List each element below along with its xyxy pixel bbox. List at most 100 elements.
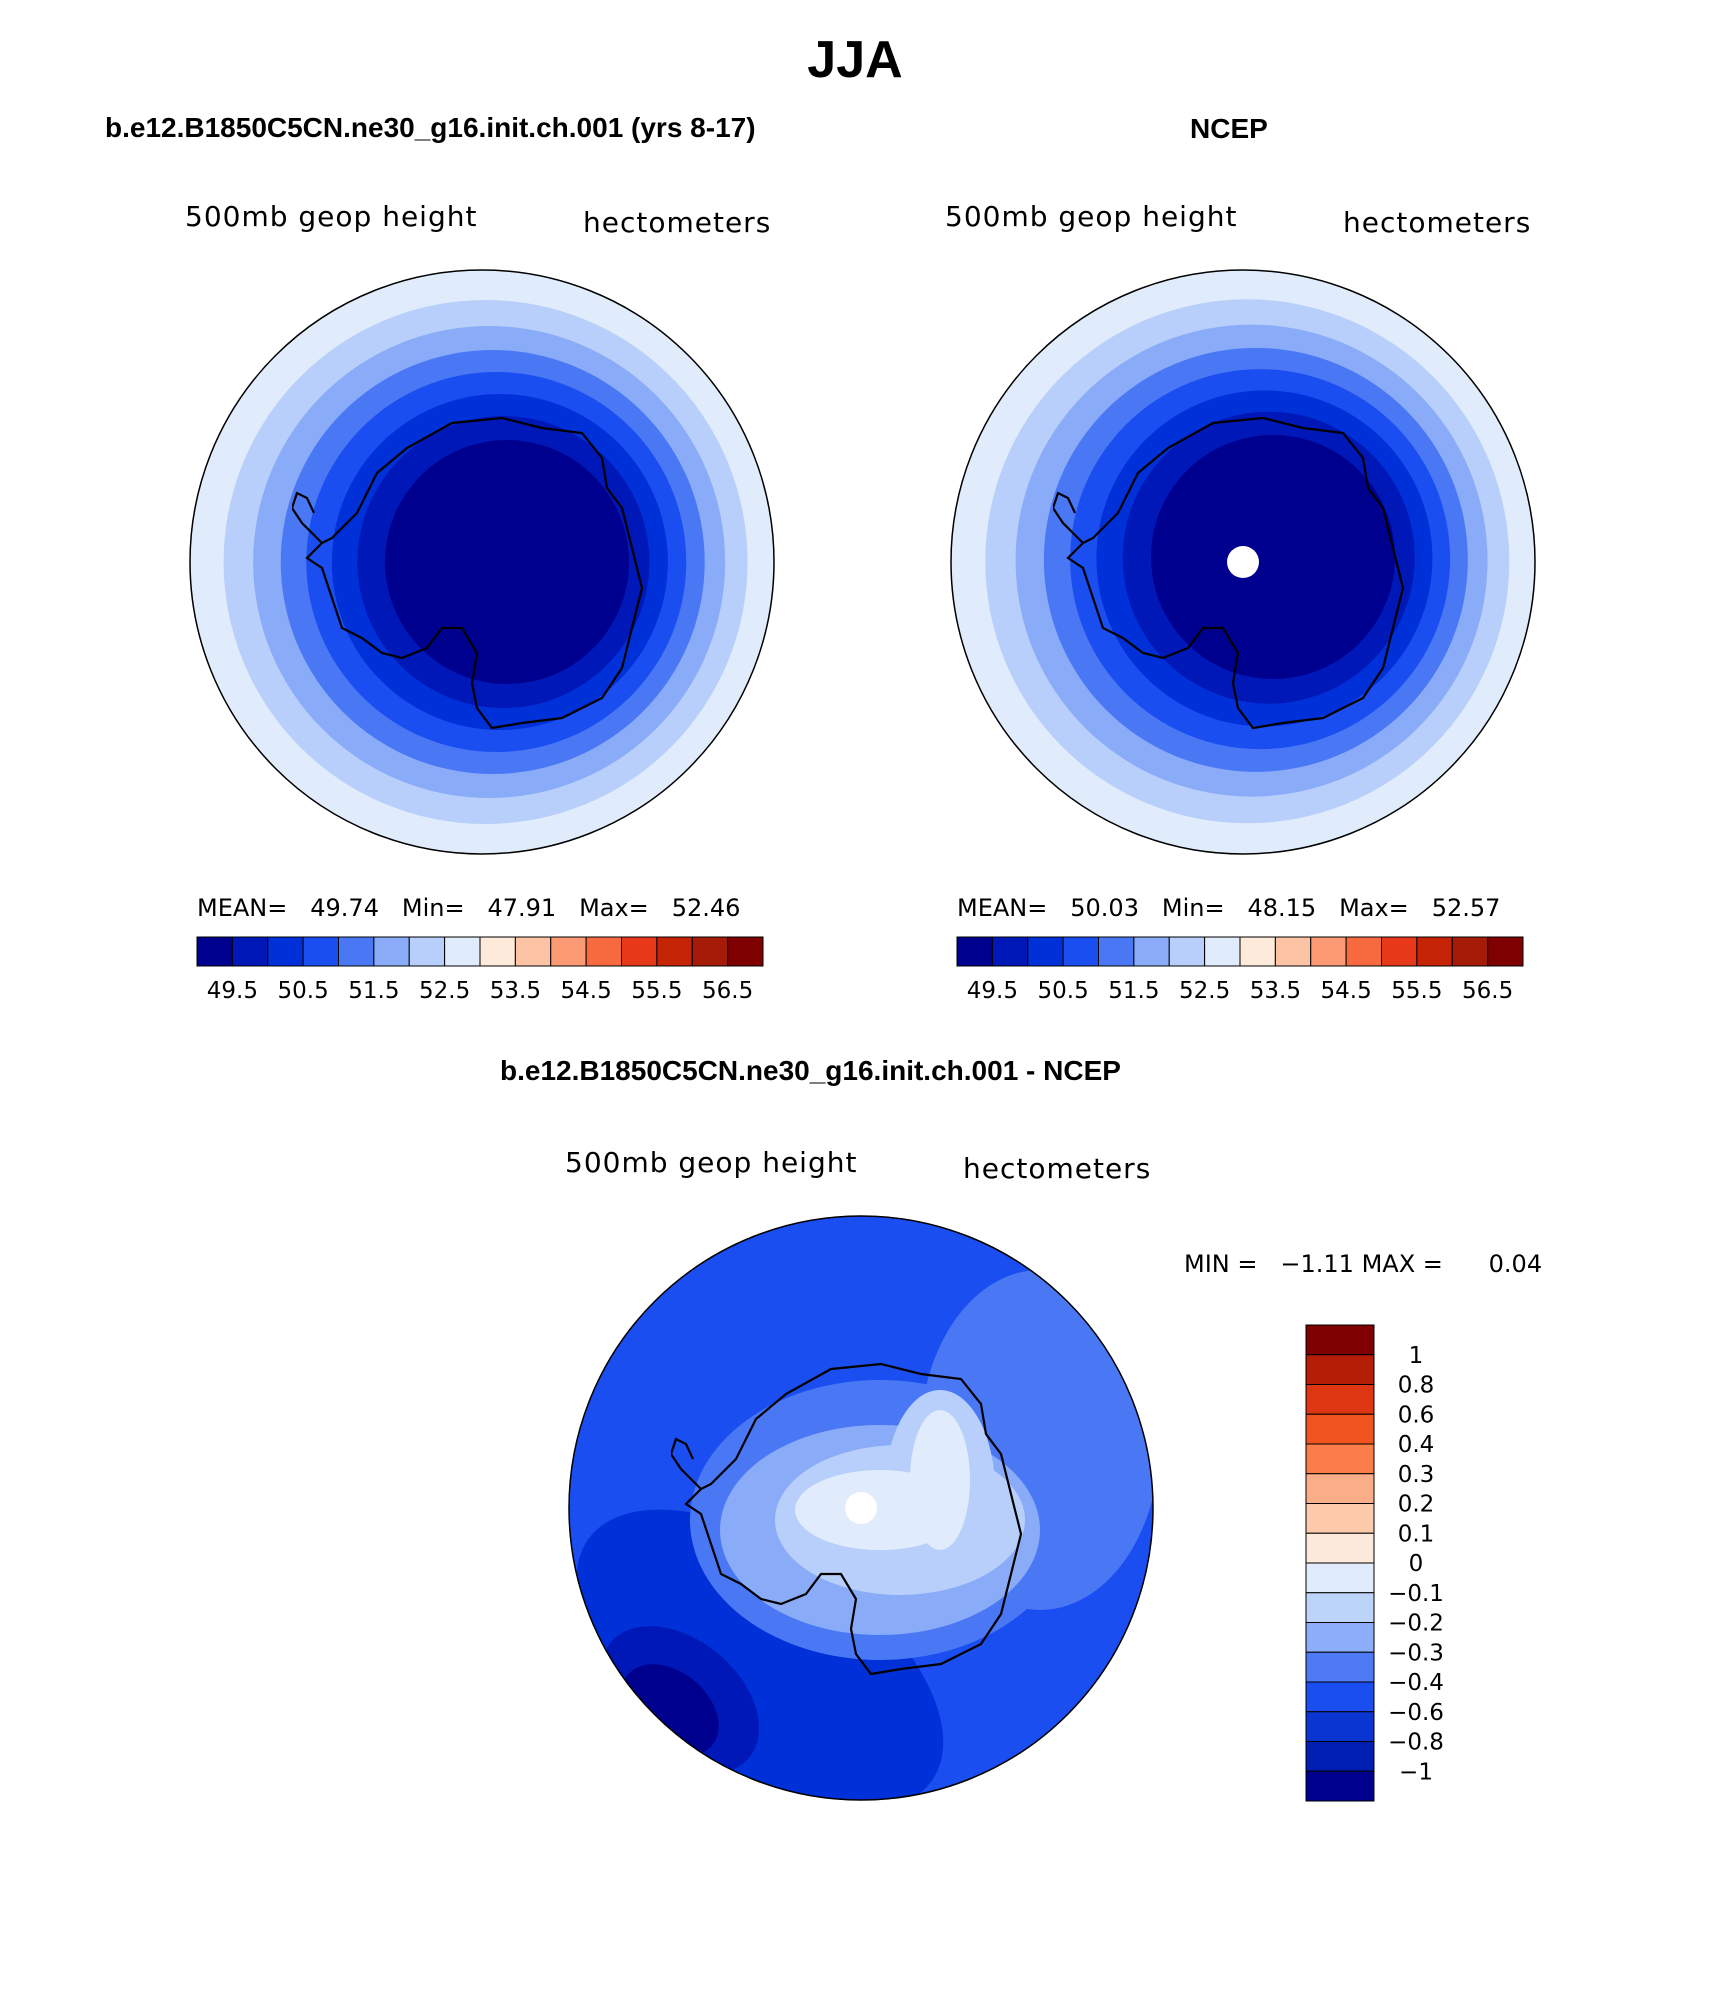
- colorbar-swatch: [1168, 936, 1206, 967]
- colorbar-swatch: [621, 936, 658, 967]
- colorbar-tick-label: 51.5: [1108, 978, 1159, 1004]
- panel-2-stats: MEAN= 50.03 Min= 48.15 Max= 52.57: [957, 894, 1500, 922]
- colorbar-swatch: [1345, 936, 1382, 967]
- colorbar-tick-label: −0.1: [1388, 1581, 1444, 1607]
- model-map: [190, 270, 774, 854]
- panel-3-title: b.e12.B1850C5CN.ne30_g16.init.ch.001 - N…: [500, 1055, 1121, 1086]
- max-label: MAX =: [1361, 1250, 1443, 1278]
- colorbar-tick-label: 56.5: [1462, 978, 1513, 1004]
- panel-3-stats: MIN = −1.11 MAX = 0.04: [1184, 1250, 1542, 1278]
- colorbar-tick-label: −1: [1399, 1759, 1433, 1785]
- colorbar-swatch: [656, 936, 693, 967]
- colorbar-tick-label: 52.5: [1179, 978, 1230, 1004]
- max-value: 0.04: [1488, 1250, 1543, 1278]
- difference-map: [569, 1216, 1153, 1800]
- colorbar-swatch: [1305, 1532, 1375, 1564]
- colorbar-tick-label: 52.5: [419, 978, 470, 1004]
- colorbar-swatch: [196, 936, 233, 967]
- colorbar-swatch: [1305, 1503, 1375, 1534]
- colorbar-swatch: [1310, 936, 1347, 967]
- colorbar-swatch: [267, 936, 304, 967]
- panel-1-field-label: 500mb geop height: [185, 200, 478, 233]
- colorbar-swatch: [338, 936, 375, 967]
- colorbar-swatch: [373, 936, 410, 967]
- colorbar-tick-label: −0.4: [1388, 1670, 1444, 1696]
- contour-band: [910, 1410, 970, 1550]
- colorbar-swatch: [1098, 936, 1135, 967]
- colorbar-tick-label: 0: [1409, 1551, 1424, 1577]
- ncep-colorbar: 49.5 50.5 51.5 52.5 53.5 54.5 55.5 56.5: [956, 936, 1524, 1004]
- model-colorbar: 49.5 50.5 51.5 52.5 53.5 54.5 55.5 56.5: [196, 936, 764, 1004]
- colorbar-tick-label: 54.5: [1321, 978, 1372, 1004]
- difference-pole-missing: [845, 1492, 877, 1524]
- min-value: −1.11: [1280, 1250, 1354, 1278]
- panel-2-units-label: hectometers: [1343, 206, 1532, 239]
- colorbar-tick-label: 50.5: [1038, 978, 1089, 1004]
- colorbar-swatch: [514, 936, 552, 967]
- colorbar-tick-label: −0.8: [1388, 1730, 1444, 1756]
- colorbar-swatch: [1305, 1473, 1375, 1504]
- colorbar-swatch: [302, 936, 339, 967]
- colorbar-tick-label: 54.5: [561, 978, 612, 1004]
- max-label: Max=: [579, 894, 649, 922]
- difference-colorbar: 1 0.8 0.6 0.4 0.3 0.2 0.1 0 −0.1 −0.2 −0.3 −0.4 −0.6…: [1305, 1324, 1444, 1802]
- contour-band: [385, 440, 629, 684]
- colorbar-swatch: [408, 936, 446, 967]
- colorbar-swatch: [444, 936, 481, 967]
- colorbar-tick-label: 0.6: [1398, 1402, 1435, 1428]
- contour-band: [576, 1509, 944, 1800]
- colorbar-tick-label: −0.3: [1388, 1640, 1444, 1666]
- colorbar-tick-label: −0.2: [1388, 1611, 1444, 1637]
- colorbar-swatch: [1416, 936, 1453, 967]
- panel-2-field-label: 500mb geop height: [945, 200, 1238, 233]
- colorbar-swatch: [1062, 936, 1099, 967]
- colorbar-swatch: [1305, 1413, 1375, 1445]
- colorbar-tick-label: 51.5: [348, 978, 399, 1004]
- mean-label: MEAN=: [957, 894, 1048, 922]
- colorbar-tick-label: 49.5: [967, 978, 1018, 1004]
- colorbar-swatch: [231, 936, 269, 967]
- colorbar-swatch: [1305, 1354, 1375, 1385]
- min-value: 48.15: [1247, 894, 1317, 922]
- colorbar-swatch: [550, 936, 587, 967]
- colorbar-tick-label: 55.5: [631, 978, 682, 1004]
- panel-3-units-label: hectometers: [963, 1152, 1152, 1185]
- mean-value: 50.03: [1070, 894, 1139, 922]
- colorbar-tick-label: 1: [1409, 1343, 1424, 1369]
- min-label: Min=: [401, 894, 465, 922]
- difference-map-border: [568, 1215, 1154, 1801]
- max-value: 52.46: [671, 894, 741, 922]
- colorbar-tick-label: 0.2: [1398, 1492, 1435, 1518]
- colorbar-swatch: [1274, 936, 1312, 967]
- colorbar-tick-label: 49.5: [207, 978, 258, 1004]
- panel-1-title: b.e12.B1850C5CN.ne30_g16.init.ch.001 (yr…: [105, 112, 756, 143]
- panel-1-units-label: hectometers: [583, 206, 772, 239]
- panel-1-stats: MEAN= 49.74 Min= 47.91 Max= 52.46: [197, 894, 740, 922]
- max-label: Max=: [1339, 894, 1409, 922]
- panel-2-title: NCEP: [1190, 113, 1268, 144]
- colorbar-swatch: [585, 936, 622, 967]
- colorbar-swatch: [1239, 936, 1276, 967]
- colorbar-swatch: [691, 936, 729, 967]
- colorbar-tick-label: −0.6: [1388, 1700, 1444, 1726]
- ncep-pole-missing: [1227, 546, 1259, 578]
- colorbar-swatch: [1305, 1770, 1375, 1802]
- colorbar-tick-label: 0.8: [1398, 1373, 1435, 1399]
- colorbar-tick-label: 53.5: [490, 978, 541, 1004]
- colorbar-tick-label: 56.5: [702, 978, 753, 1004]
- max-value: 52.57: [1431, 894, 1501, 922]
- colorbar-swatch: [1305, 1324, 1375, 1356]
- model-map-border: [189, 269, 775, 855]
- colorbar-swatch: [1305, 1711, 1375, 1742]
- colorbar-swatch: [1133, 936, 1170, 967]
- colorbar-swatch: [1305, 1681, 1375, 1713]
- colorbar-swatch: [1305, 1443, 1375, 1475]
- panel-3-field-label: 500mb geop height: [565, 1146, 858, 1179]
- colorbar-tick-label: 50.5: [278, 978, 329, 1004]
- colorbar-swatch: [479, 936, 516, 967]
- colorbar-swatch: [1451, 936, 1489, 967]
- colorbar-swatch: [1305, 1622, 1375, 1653]
- min-label: MIN =: [1184, 1250, 1258, 1278]
- colorbar-tick-label: 53.5: [1250, 978, 1301, 1004]
